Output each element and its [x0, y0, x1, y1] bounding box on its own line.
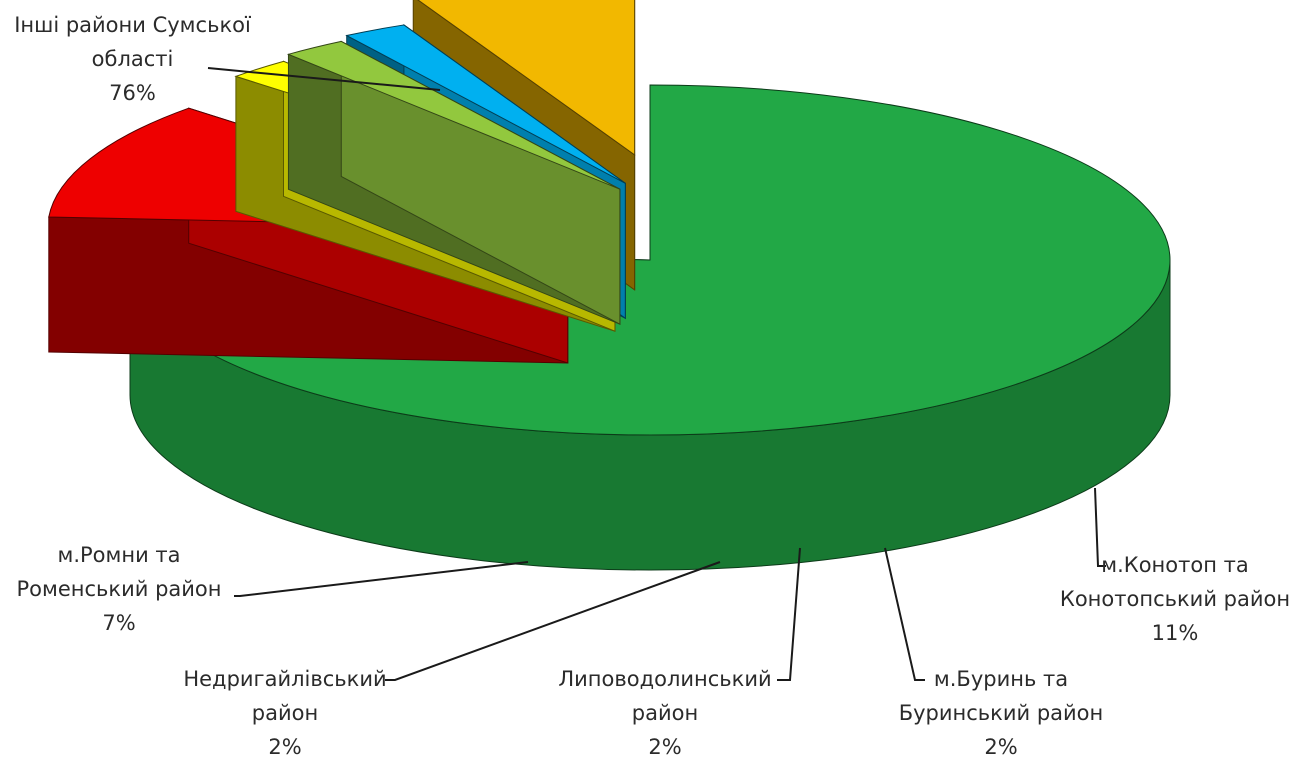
- label-romny-line2: Роменський район: [16, 577, 222, 601]
- label-konotop-line2: Конотопський район: [1059, 587, 1291, 611]
- pie-slice-3: [286, 40, 621, 326]
- value-other-districts: 76%: [109, 81, 156, 105]
- value-konotop: 11%: [1151, 621, 1199, 645]
- label-buryn-line1: м.Буринь та: [933, 667, 1069, 691]
- label-romny: м.Ромни та Роменський район 7%: [0, 538, 238, 640]
- label-other-districts: Інші райони Сумської області 76%: [0, 8, 265, 110]
- label-lypova-dolyna-line2: район: [631, 701, 699, 725]
- slice-top-face: [286, 40, 621, 190]
- slice-top-face: [417, 0, 636, 156]
- leader-line-3: [777, 547, 801, 681]
- label-konotop-line1: м.Конотоп та: [1101, 553, 1249, 577]
- value-romny: 7%: [102, 611, 136, 635]
- label-nedryhailiv-line1: Недригайлівський: [183, 667, 387, 691]
- slice-top-face: [345, 24, 626, 184]
- label-nedryhailiv-line2: район: [251, 701, 319, 725]
- leader-line-4: [385, 561, 721, 681]
- label-lypova-dolyna-line1: Липоводолинський: [558, 667, 772, 691]
- label-buryn-line2: Буринський район: [898, 701, 1104, 725]
- label-konotop: м.Конотоп та Конотопський район 11%: [1055, 548, 1295, 650]
- label-buryn: м.Буринь та Буринський район 2%: [885, 662, 1117, 764]
- leader-line-1: [1094, 487, 1106, 567]
- leader-line-5: [234, 561, 529, 597]
- label-other-districts-line1: Інші райони Сумської: [14, 13, 251, 37]
- leader-line-2: [884, 547, 925, 681]
- value-nedryhailiv: 2%: [268, 735, 302, 759]
- label-other-districts-line2: області: [91, 47, 174, 71]
- label-romny-line1: м.Ромни та: [57, 543, 181, 567]
- value-buryn: 2%: [984, 735, 1018, 759]
- leader-line-0: [207, 67, 441, 91]
- value-lypova-dolyna: 2%: [648, 735, 682, 759]
